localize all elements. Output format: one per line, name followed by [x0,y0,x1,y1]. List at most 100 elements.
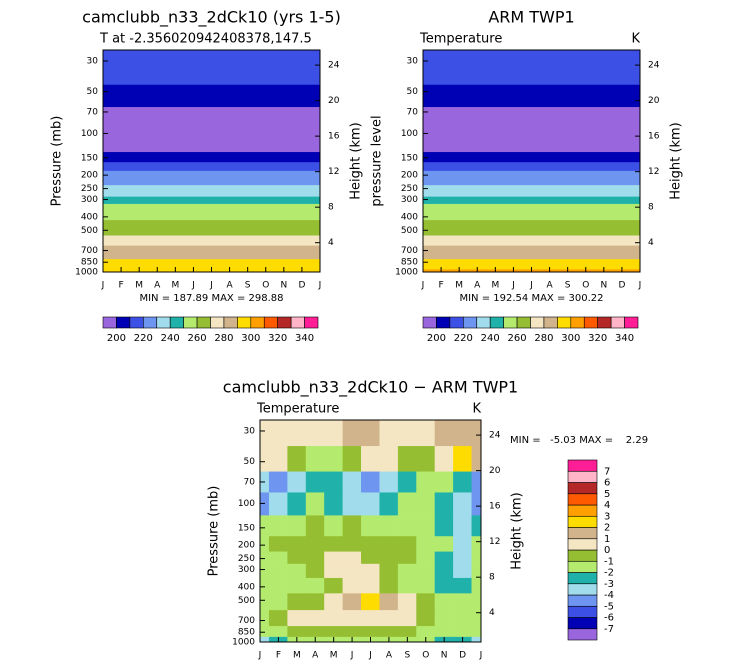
contour-cell [268,446,288,473]
colorbar-box [567,470,598,483]
y2-tick-label: 16 [489,502,501,512]
contour-cell [361,419,380,447]
contour-band [422,55,641,70]
colorbar-label: 220 [454,333,473,344]
contour-cell [259,492,270,516]
colorbar-box [436,316,451,329]
colorbar-label: 340 [615,333,634,344]
contour-band [102,191,321,198]
contour-cell [416,551,436,565]
contour-band [422,139,641,153]
colorbar-label: 5 [604,489,610,500]
colorbar-box [290,316,305,329]
contour-band [102,69,321,86]
colorbar-label: -5 [604,601,614,612]
x-tick-label: O [582,281,589,291]
contour-band [102,196,321,205]
contour-band [102,162,321,172]
contour-cell [379,563,399,579]
contour-cell [379,577,399,594]
contour-cell [379,593,399,611]
contour-cell [361,446,380,473]
contour-cell [453,446,473,473]
y2-tick-label: 4 [648,238,654,248]
contour-cell [268,551,288,565]
y2-tick-label: 8 [648,203,654,213]
colorbar-box [624,316,639,329]
contour-cell [324,419,344,447]
colorbar-box [567,538,598,551]
colorbar-label: 0 [604,545,610,556]
y-tick-label: 400 [238,582,255,592]
contour-cell [471,492,482,516]
contour-band [422,128,641,141]
colorbar-box [250,316,265,329]
colorbar-box [567,572,598,585]
contour-cell [397,419,417,447]
y-tick-label: 70 [407,107,419,117]
y2-tick-label: 24 [489,431,501,441]
colorbar-label: -2 [604,568,614,579]
contour-cell [324,471,344,493]
contour-cell [416,536,436,553]
x-tick-label: A [386,651,393,661]
contour-cell [324,446,344,473]
contour-band [102,259,321,266]
contour-cell [434,610,454,627]
contour-cell [259,577,270,594]
y-tick-label: 1000 [395,268,418,278]
x-tick-label: F [118,281,123,291]
contour-cell [342,593,362,611]
contour-cell [342,446,362,473]
colorbar-box [567,504,598,517]
stats-label: MIN = 192.54 MAX = 300.22 [459,293,603,304]
x-tick-label: J [529,281,533,291]
colorbar-label: 340 [295,333,314,344]
contour-cell [379,492,399,516]
contour-cell [471,636,482,643]
contour-cell [324,626,344,638]
y-tick-label: 50 [87,87,99,97]
y-tick-label: 250 [238,554,255,564]
contour-cell [361,536,380,553]
y-tick-label: 300 [401,195,418,205]
x-tick-label: A [474,281,481,291]
contour-band [102,152,321,163]
y2-tick-label: 16 [648,132,660,142]
contour-band [102,212,321,221]
contour-band [422,235,641,247]
y2-axis-label: Height (km) [669,122,684,199]
contour-cell [434,577,454,594]
contour-cell [416,471,436,493]
contour-band [102,117,321,129]
colorbar-box [463,316,478,329]
contour-cell [259,563,270,579]
x-tick-label: J [479,651,483,661]
y2-tick-label: 12 [489,537,500,547]
contour-cell [453,563,473,579]
contour-band [422,84,641,98]
colorbar-box [597,316,612,329]
contour-band [102,185,321,192]
contour-cell [397,551,417,565]
colorbar-label: -7 [604,624,614,635]
y-tick-label: 50 [407,87,419,97]
contour-band [102,226,321,237]
colorbar-box [557,316,572,329]
colorbar-box [567,594,598,607]
y-tick-label: 850 [81,258,98,268]
contour-cell [305,563,325,579]
contour-band [422,220,641,228]
y-tick-label: 400 [401,212,418,222]
contour-band [422,203,641,214]
contour-band [102,170,321,179]
contour-cell [287,515,307,537]
y2-tick-label: 16 [328,132,340,142]
colorbar-label: 1 [604,534,610,545]
y-tick-label: 500 [238,596,255,606]
contour-cell [305,419,325,447]
contour-band [422,96,641,108]
colorbar-box [567,560,598,573]
x-tick-label: N [280,281,287,291]
contour-cell [287,577,307,594]
